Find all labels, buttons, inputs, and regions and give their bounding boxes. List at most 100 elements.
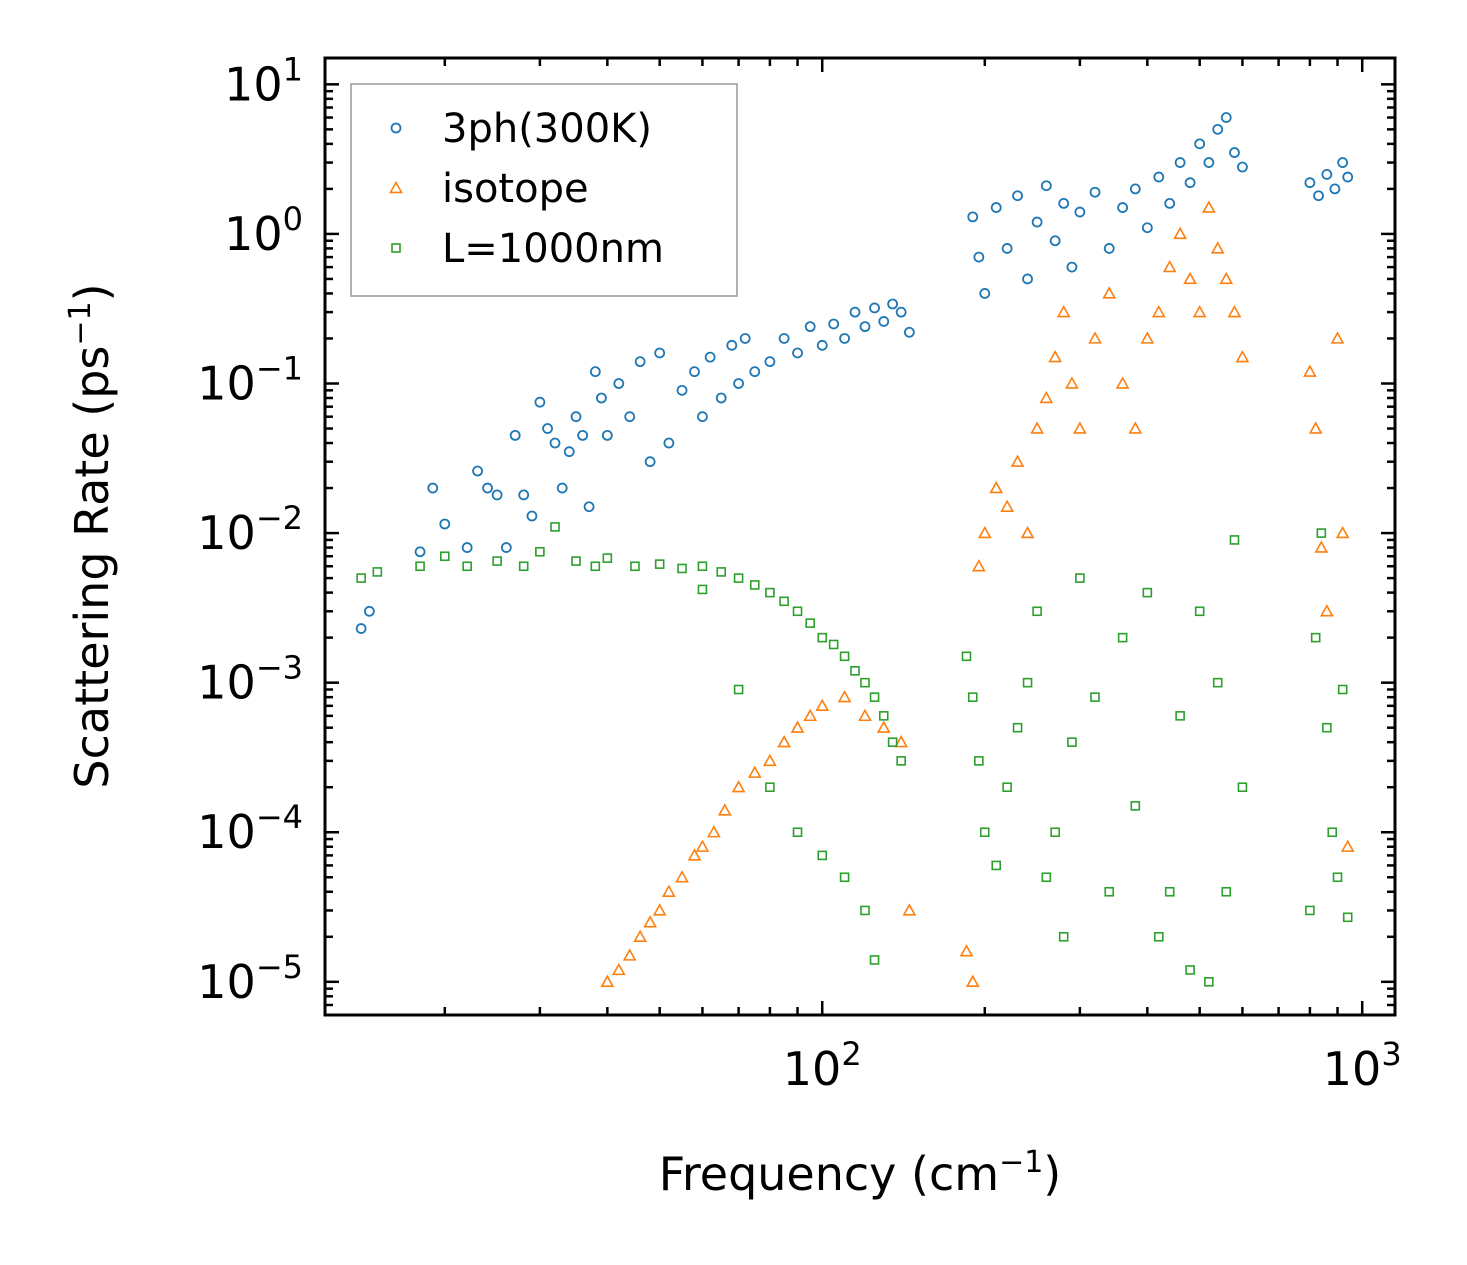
data-point xyxy=(1140,331,1155,344)
data-point xyxy=(1227,304,1242,318)
data-point xyxy=(1204,977,1214,987)
data-point xyxy=(1237,161,1248,173)
y-tick-label: 101 xyxy=(224,50,303,111)
data-point xyxy=(583,501,595,513)
data-point xyxy=(1040,180,1052,192)
data-point xyxy=(839,333,850,344)
data-point xyxy=(630,561,640,572)
data-point xyxy=(1203,157,1215,168)
data-point xyxy=(1130,801,1141,811)
data-point xyxy=(1314,540,1329,553)
data-point xyxy=(850,666,860,676)
legend-marker xyxy=(389,180,403,194)
data-point xyxy=(624,411,636,423)
data-point xyxy=(1153,171,1165,183)
data-point xyxy=(1153,931,1164,942)
data-point xyxy=(549,437,561,449)
data-point xyxy=(689,366,700,378)
data-point xyxy=(601,429,613,441)
data-point xyxy=(611,962,626,976)
data-point xyxy=(675,870,689,883)
axis-tick-labels: 102 103 101 100 10−1 10−2 10−3 10−4 10−5 xyxy=(197,50,1401,1096)
data-point xyxy=(777,735,791,748)
data-point xyxy=(1012,190,1023,202)
x-axis-label: Frequency (cm−1) xyxy=(659,1145,1062,1201)
data-point xyxy=(662,884,676,897)
data-point xyxy=(491,489,503,501)
data-point xyxy=(1327,827,1338,838)
data-point xyxy=(535,546,545,557)
data-point xyxy=(973,251,985,263)
data-point xyxy=(1058,931,1069,942)
data-point xyxy=(715,392,727,404)
data-point xyxy=(887,298,899,310)
data-point xyxy=(577,429,589,441)
data-point xyxy=(733,378,744,389)
data-point xyxy=(790,720,805,733)
data-point xyxy=(1020,525,1035,539)
data-point xyxy=(804,321,816,333)
data-point xyxy=(1202,200,1216,213)
series-2 xyxy=(356,522,1353,987)
data-point xyxy=(1303,364,1317,377)
data-point xyxy=(643,915,657,928)
data-point xyxy=(1329,183,1341,195)
data-point xyxy=(1041,872,1052,883)
data-point xyxy=(1074,206,1086,218)
data-point xyxy=(971,559,986,572)
data-point xyxy=(1012,722,1023,733)
data-point xyxy=(687,848,702,861)
data-point xyxy=(1141,222,1153,234)
y-tick-label: 100 xyxy=(224,200,303,261)
data-point xyxy=(896,756,906,766)
data-point xyxy=(902,903,917,916)
data-point xyxy=(652,903,667,916)
y-axis-label: Scattering Rate (ps−1) xyxy=(63,283,119,788)
data-point xyxy=(1050,827,1060,838)
data-point xyxy=(563,446,575,458)
data-point xyxy=(1103,243,1115,254)
data-point xyxy=(974,756,984,766)
data-point xyxy=(828,639,839,650)
data-point xyxy=(1305,905,1315,916)
data-point xyxy=(439,518,451,530)
data-point xyxy=(654,347,666,359)
data-point xyxy=(858,708,872,722)
data-point xyxy=(869,302,880,314)
data-point xyxy=(590,561,601,572)
data-point xyxy=(697,411,708,423)
data-point xyxy=(805,618,816,628)
data-point xyxy=(542,423,553,434)
data-point xyxy=(1194,138,1206,150)
series-1 xyxy=(600,200,1355,988)
legend-label: L=1000nm xyxy=(442,226,664,272)
data-point xyxy=(1129,183,1141,195)
data-point xyxy=(991,860,1002,871)
data-point xyxy=(556,482,568,494)
data-point xyxy=(1030,421,1044,434)
data-point xyxy=(717,803,732,816)
legend: 3ph(300K) isotope L=1000nm xyxy=(350,83,738,297)
data-point xyxy=(415,561,425,572)
data-point xyxy=(1073,421,1087,434)
data-point xyxy=(1308,421,1323,434)
data-point xyxy=(1220,112,1232,123)
data-point xyxy=(462,561,472,572)
data-point xyxy=(1102,286,1117,299)
data-point xyxy=(792,606,803,617)
data-point xyxy=(749,366,761,378)
data-point xyxy=(1142,587,1153,598)
data-point xyxy=(1022,273,1033,285)
data-point xyxy=(817,850,828,861)
y-tick-label: 10−5 xyxy=(197,948,303,1009)
data-point xyxy=(1001,243,1013,254)
data-point xyxy=(1321,168,1333,180)
data-point xyxy=(887,737,898,747)
data-point xyxy=(1065,376,1079,389)
data-point xyxy=(1162,259,1177,273)
data-point xyxy=(716,567,727,577)
data-point xyxy=(894,735,909,748)
data-point xyxy=(961,651,972,662)
data-point xyxy=(461,542,473,553)
data-point xyxy=(765,587,775,598)
